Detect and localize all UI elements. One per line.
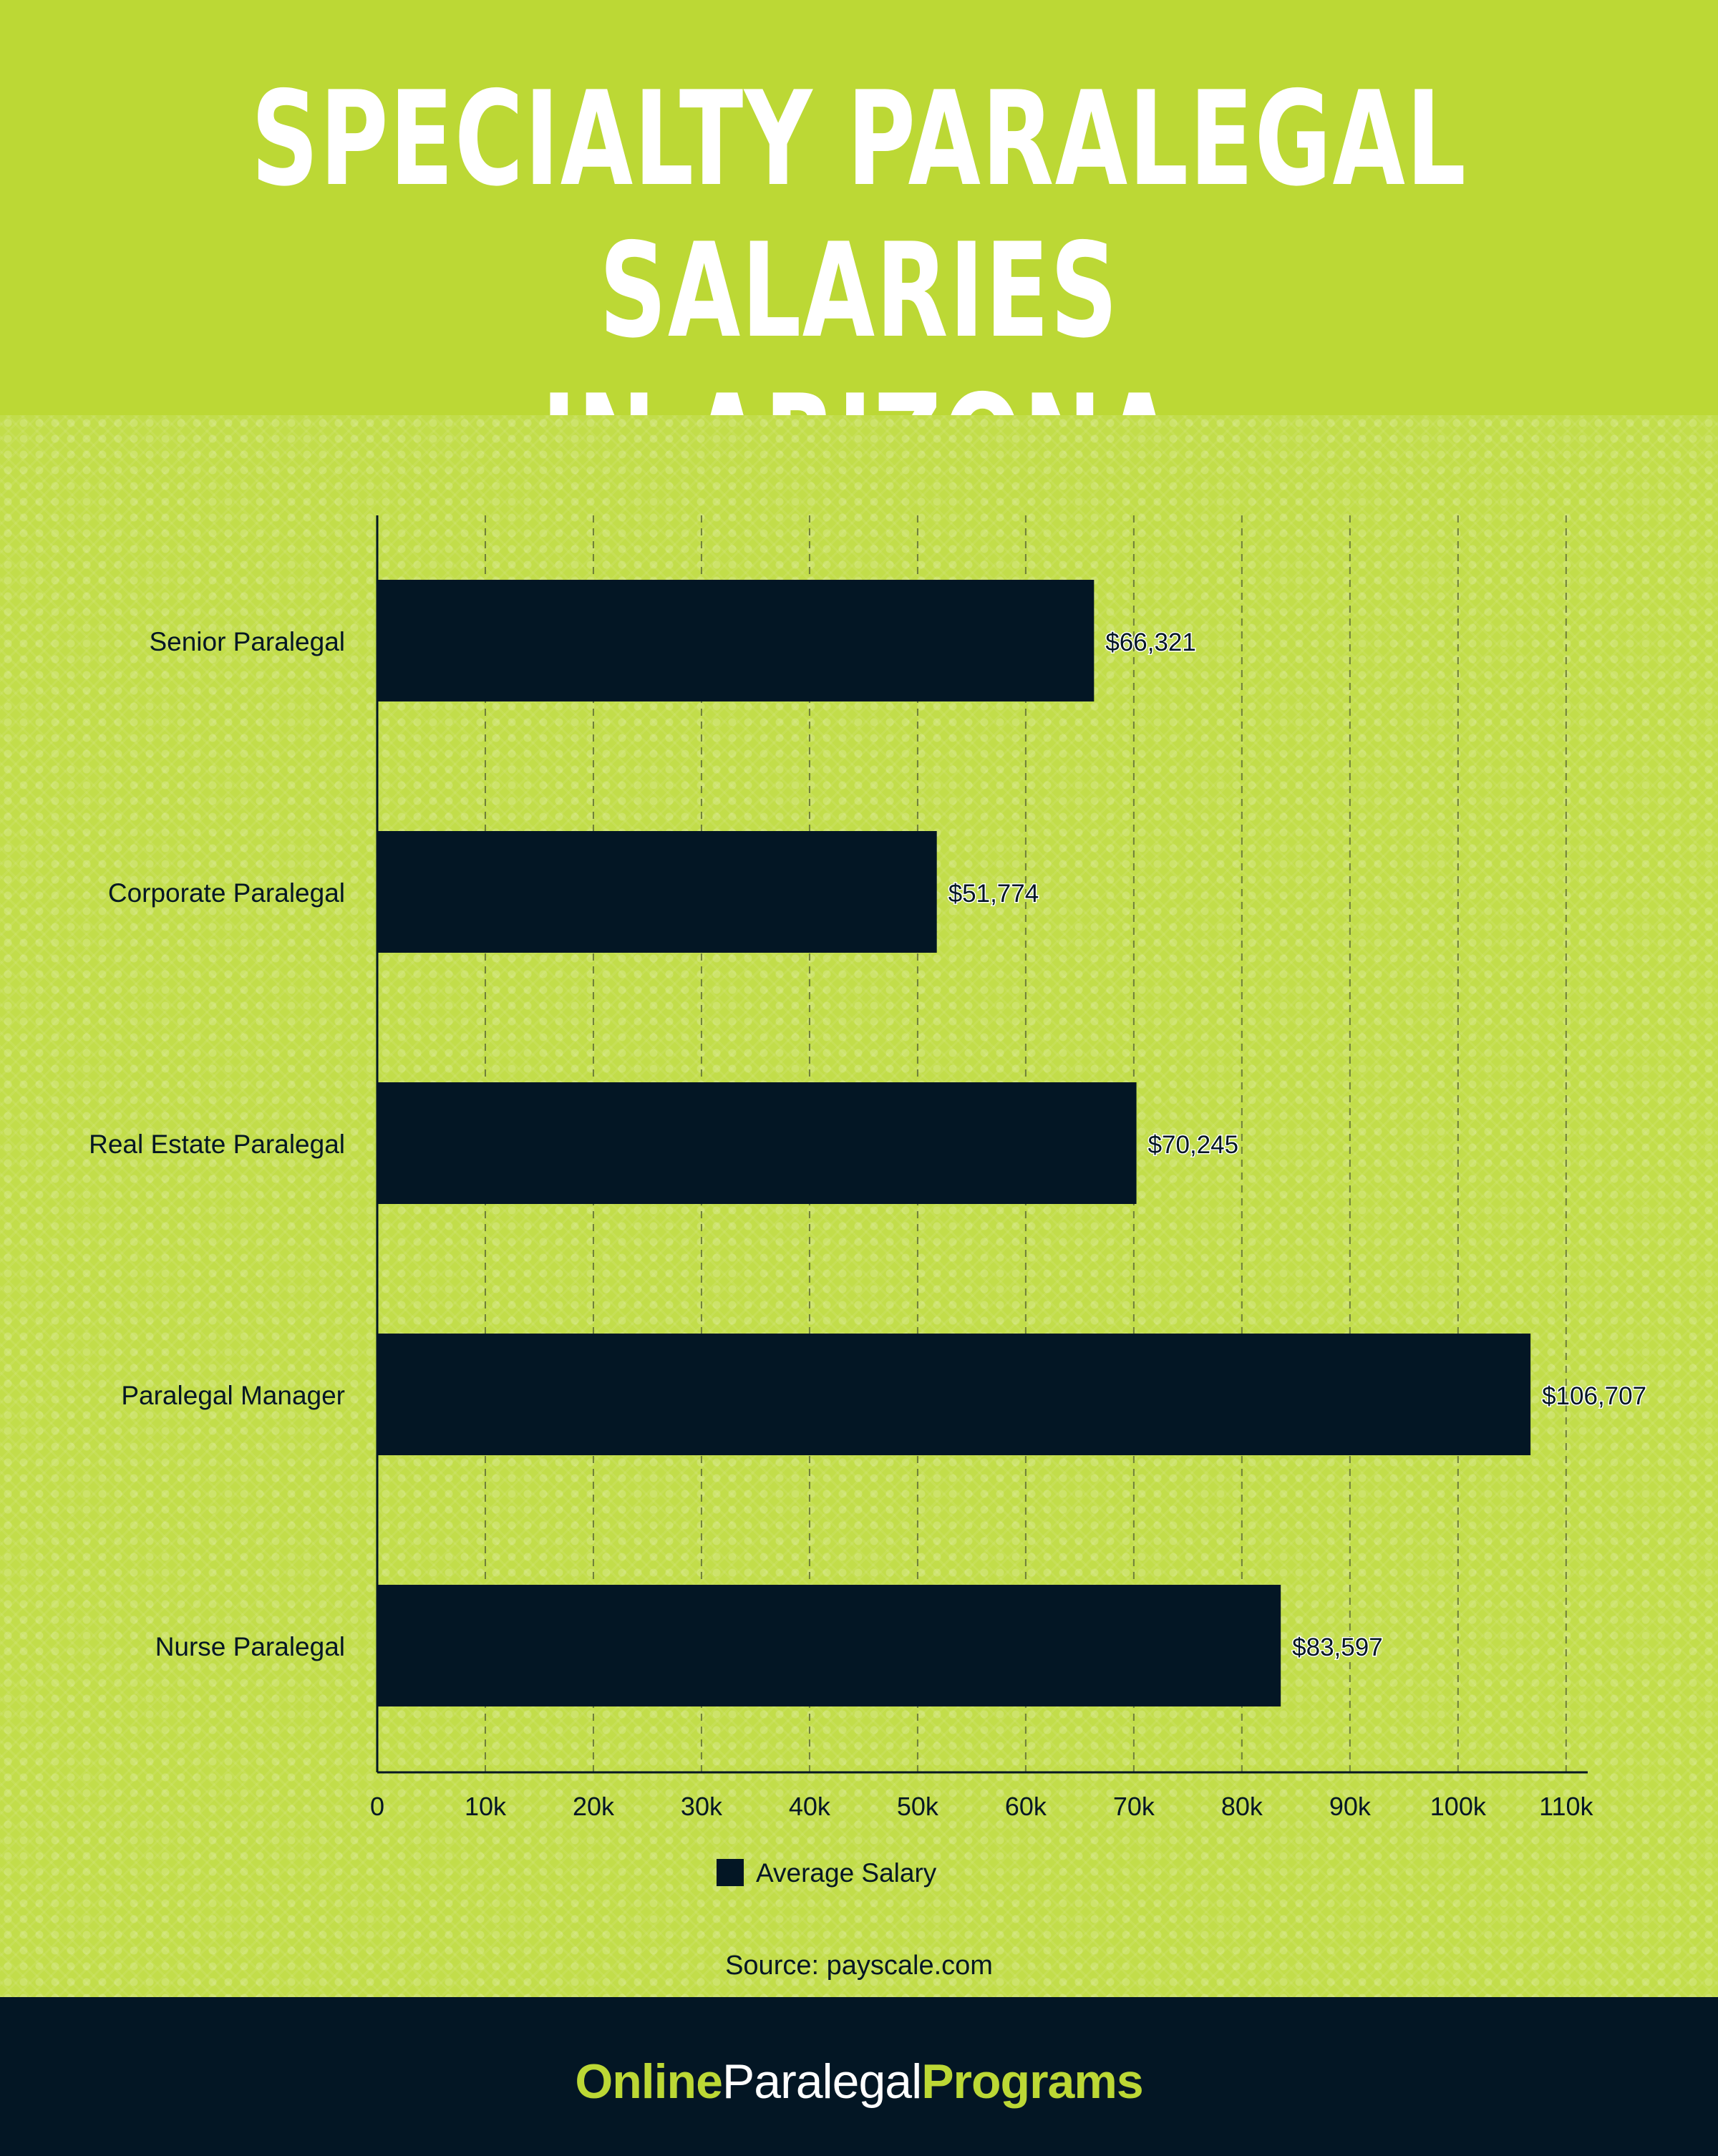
brand-logo: OnlineParalegalPrograms bbox=[0, 2053, 1718, 2110]
bar bbox=[378, 1585, 1281, 1706]
bar bbox=[378, 1082, 1137, 1204]
data-label: $51,774 bbox=[948, 880, 1039, 908]
x-tick-label: 50k bbox=[897, 1792, 939, 1821]
bar-chart: 0 10k 20k 30k 40k 50k 60k 70k 80k 90k 100k 110k Seni… bbox=[89, 515, 1648, 1981]
x-tick-label: 110k bbox=[1539, 1792, 1593, 1821]
source-note: Source: payscale.com bbox=[725, 1951, 993, 1981]
x-tick-label: 70k bbox=[1113, 1792, 1155, 1821]
header-banner: SPECIALTY PARALEGAL SALARIES IN ARIZONA bbox=[0, 0, 1718, 518]
x-tick-label: 20k bbox=[573, 1792, 615, 1821]
data-label: $70,245 bbox=[1148, 1131, 1239, 1159]
axes bbox=[376, 515, 1588, 1774]
legend-swatch bbox=[717, 1859, 744, 1886]
category-label: Senior Paralegal bbox=[149, 627, 345, 656]
x-tick-label: 30k bbox=[681, 1792, 723, 1821]
category-label: Nurse Paralegal bbox=[155, 1632, 345, 1661]
grid-lines bbox=[484, 515, 1567, 1772]
data-label: $83,597 bbox=[1292, 1633, 1383, 1661]
bars bbox=[378, 580, 1531, 1706]
chart-area: 0 10k 20k 30k 40k 50k 60k 70k 80k 90k 100k 110k Seni… bbox=[0, 415, 1718, 1997]
brand-part-paralegal: Paralegal bbox=[722, 2054, 922, 2109]
legend-label: Average Salary bbox=[756, 1858, 937, 1888]
legend: Average Salary Source: payscale.com bbox=[717, 1858, 993, 1981]
bar bbox=[378, 831, 937, 953]
category-label: Paralegal Manager bbox=[121, 1381, 345, 1410]
x-tick-label: 0 bbox=[370, 1792, 384, 1821]
labels: 0 10k 20k 30k 40k 50k 60k 70k 80k 90k 100k 110k Seni… bbox=[89, 627, 1647, 1821]
category-label: Corporate Paralegal bbox=[108, 878, 345, 908]
bar bbox=[378, 1334, 1531, 1455]
x-tick-label: 80k bbox=[1221, 1792, 1263, 1821]
footer-bar: OnlineParalegalPrograms bbox=[0, 1997, 1718, 2156]
x-tick-label: 100k bbox=[1430, 1792, 1487, 1821]
brand-part-programs: Programs bbox=[921, 2054, 1143, 2109]
category-label: Real Estate Paralegal bbox=[89, 1130, 345, 1159]
data-label: $106,707 bbox=[1542, 1382, 1646, 1410]
x-tick-label: 10k bbox=[465, 1792, 507, 1821]
brand-part-online: Online bbox=[575, 2054, 723, 2109]
bar bbox=[378, 580, 1095, 701]
data-label: $66,321 bbox=[1105, 628, 1196, 656]
x-tick-label: 90k bbox=[1329, 1792, 1372, 1821]
x-tick-label: 40k bbox=[789, 1792, 831, 1821]
x-tick-label: 60k bbox=[1005, 1792, 1047, 1821]
